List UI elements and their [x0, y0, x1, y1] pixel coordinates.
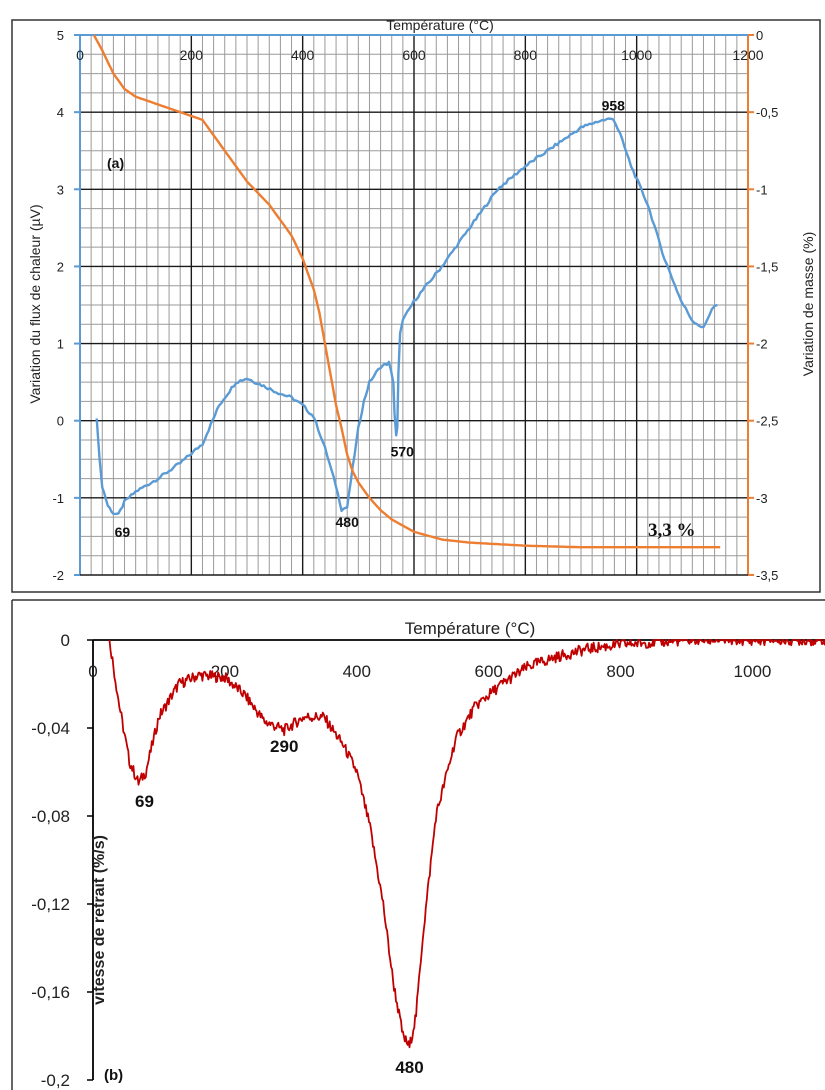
y-tick-label: -0,16: [31, 983, 70, 1002]
panel-a-chart: 0 200 400 600 800 1000 1200 5 4 3 2 1 0 -1 -2 0 -0,5 -1 -1…: [11, 17, 821, 593]
panel-b-y-axis-title: vitesse de retrait (%/s): [91, 835, 108, 1005]
panel-a-grid: [74, 34, 754, 576]
y-tick-label: 0: [61, 631, 70, 650]
panel-a-ticks: 0 200 400 600 800 1000 1200 5 4 3 2 1 0 -1 -2 0 -0,5 -1 -1…: [52, 28, 778, 583]
x-tick-label: 0: [76, 47, 84, 63]
y-tick-label: 0: [57, 414, 64, 429]
mass-variation-line: [92, 34, 721, 549]
y2-tick-label: 0: [756, 28, 763, 43]
y2-tick-label: -3: [756, 491, 768, 506]
y2-tick-label: -3,5: [756, 568, 778, 583]
peak-label: 69: [135, 792, 154, 811]
panel-a-frame: [11, 19, 821, 593]
panel-a-x-axis-title: Température (°C): [386, 17, 494, 33]
panel-b-x-axis-title: Température (°C): [405, 619, 536, 638]
panel-b-chart: 0 200 400 600 800 10000-0,04-0,08-0,12-0,16-0…: [11, 599, 825, 1090]
mass-loss-annotation: 3,3 %: [648, 520, 696, 541]
x-tick-label: 400: [343, 662, 371, 681]
y2-tick-label: -0,5: [756, 105, 778, 120]
x-tick-label: 800: [514, 47, 538, 63]
y-tick-label: 2: [57, 259, 64, 274]
panel-a-y-axis-title: Variation du flux de chaleur (µV): [27, 204, 43, 403]
x-tick-label: 0: [88, 662, 97, 681]
peak-label: 480: [336, 514, 360, 530]
x-tick-label: 1000: [621, 47, 652, 63]
shrinkage-rate-line: [108, 639, 825, 1049]
heat-flux-line: [95, 117, 718, 516]
y-tick-label: 4: [57, 105, 64, 120]
peak-label: 570: [391, 443, 415, 459]
peak-label: 958: [602, 97, 626, 113]
x-tick-label: 600: [474, 662, 502, 681]
x-tick-label: 600: [402, 47, 426, 63]
panel-b-axes: [87, 639, 825, 1081]
panel-b-series: 69 290 480: [108, 639, 825, 1077]
y-tick-label: -0,08: [31, 807, 70, 826]
y-tick-label: -2: [52, 568, 64, 583]
panel-a-y2-axis-title: Variation de masse (%): [800, 232, 816, 376]
y2-tick-label: -2: [756, 337, 768, 352]
panel-a-series: 69 480 570 958: [92, 34, 721, 549]
y-tick-label: -1: [52, 491, 64, 506]
panel-b-label: (b): [104, 1067, 123, 1084]
y2-tick-label: -1: [756, 182, 768, 197]
y-tick-label: -0,2: [41, 1071, 70, 1090]
x-tick-label: 400: [291, 47, 315, 63]
y2-tick-label: -1,5: [756, 259, 778, 274]
peak-label: 480: [395, 1058, 423, 1077]
x-tick-label: 800: [606, 662, 634, 681]
peak-label: 69: [115, 524, 131, 540]
y-tick-label: -0,04: [31, 719, 70, 738]
x-tick-label: 1200: [732, 47, 763, 63]
panel-a-label: (a): [107, 155, 124, 171]
peak-label: 290: [270, 737, 298, 756]
x-tick-label: 1000: [734, 662, 772, 681]
y2-tick-label: -2,5: [756, 414, 778, 429]
y-tick-label: 3: [57, 182, 64, 197]
y-tick-label: 5: [57, 28, 64, 43]
y-tick-label: -0,12: [31, 895, 70, 914]
x-tick-label: 200: [180, 47, 204, 63]
y-tick-label: 1: [57, 337, 64, 352]
